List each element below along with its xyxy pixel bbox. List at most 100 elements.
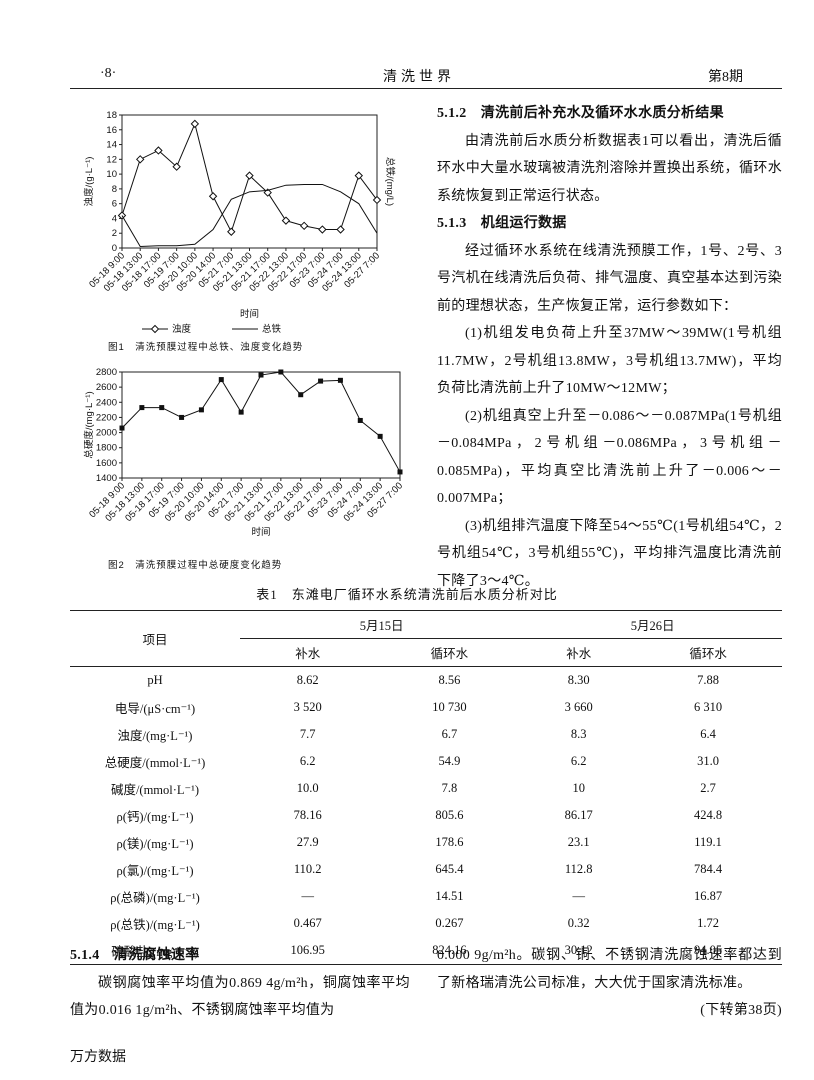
table-cell: —: [572, 889, 585, 903]
data-table: 项目 5月15日 5月26日 补水 循环水 补水 循环水 pH 8.62 8.56 8.30 7.88…: [70, 610, 782, 965]
header-rule: [70, 88, 782, 89]
header-row: 项目 5月15日 5月26日: [70, 610, 782, 667]
table-row: pH 8.62 8.56 8.30 7.88: [70, 667, 782, 695]
column-header: 循环水: [634, 638, 782, 667]
table-cell: 31.0: [697, 754, 719, 768]
table-cell: 3 520: [293, 700, 322, 714]
legend-label: 总铁: [262, 323, 282, 335]
marker: [190, 119, 200, 129]
table-cell: 30.12: [523, 937, 635, 965]
section-heading: 5.1.2 清洗前后补充水及循环水水质分析结果: [437, 106, 724, 121]
paragraph: 0.000 9g/m²h。碳钢、铜、不锈钢清洗腐蚀速率都达到了新格瑞清洗公司标准…: [437, 948, 782, 991]
table-cell: 784.4: [694, 862, 723, 876]
row-header: 电导/(μS·cm⁻¹): [114, 702, 196, 716]
table-cell: 14.51: [435, 889, 464, 903]
bottom-left: 5.1.4 清洗腐蚀速率 碳钢腐蚀率平均值为0.869 4g/m²h，铜腐蚀率平…: [70, 942, 410, 1025]
y-tick-label: 1600: [96, 458, 117, 469]
marker: [397, 469, 403, 475]
marker: [238, 409, 244, 415]
y-tick-label: 2400: [96, 397, 117, 408]
marker: [154, 146, 163, 155]
marker: [245, 171, 254, 180]
row-header: ρ(镁)/(mg·L⁻¹): [116, 837, 194, 851]
row-header: 硫酸盐/(mg·L⁻¹): [70, 937, 240, 965]
table-cell: 6 310: [694, 700, 723, 714]
y-tick-label: 2000: [96, 428, 117, 439]
marker: [336, 225, 345, 234]
paragraph: (3)机组排汽温度下降至54～55℃(1号机组54℃，2号机组54℃，3号机组5…: [437, 518, 782, 589]
paragraph: 碳钢腐蚀率平均值为0.869 4g/m²h，铜腐蚀率平均值为0.016 1g/m…: [70, 975, 410, 1019]
table-cell: 0.467: [293, 916, 322, 930]
marker: [299, 221, 309, 231]
table-cell: 7.7: [299, 727, 316, 741]
table-cell: 0.267: [435, 916, 464, 930]
table-cell: 824.16: [375, 937, 524, 965]
marker: [136, 155, 145, 164]
page-number: ·8·: [100, 66, 117, 81]
row-header: ρ(钙)/(mg·L⁻¹): [116, 810, 194, 824]
table-cell: 27.9: [296, 835, 319, 849]
marker: [281, 216, 291, 225]
table-cell: 54.9: [438, 754, 461, 768]
row-header: 总硬度/(mmol·L⁻¹): [104, 756, 206, 770]
y-tick-label: 12: [106, 154, 117, 165]
table-row: ρ(钙)/(mg·L⁻¹) 78.16 805.6 86.17 424.8: [70, 802, 782, 829]
marker: [278, 369, 284, 375]
table-cell: 94.05: [634, 937, 782, 965]
marker: [377, 433, 383, 439]
table-row: 电导/(μS·cm⁻¹) 3 520 10 730 3 660 6 310: [70, 694, 782, 721]
table-cell: 178.6: [435, 835, 464, 849]
journal-name: 清洗世界: [383, 70, 455, 85]
x-axis-label: 时间: [251, 526, 270, 538]
table-cell: 112.8: [564, 862, 593, 876]
marker: [354, 171, 363, 180]
column-header: 循环水: [375, 638, 524, 667]
row-header: ρ(总铁)/(mg·L⁻¹): [110, 918, 200, 932]
marker: [208, 192, 218, 201]
table-cell: 78.16: [293, 808, 322, 822]
table-cell: 8.62: [296, 673, 319, 687]
table-cell: 16.87: [694, 889, 723, 903]
row-header: pH: [147, 673, 163, 687]
date-header: 5月26日: [523, 610, 782, 639]
paragraph: 经过循环水系统在线清洗预膜工作，1号、2号、3号汽机在线清洗后负荷、排气温度、真…: [437, 243, 782, 314]
y-tick-label: 1800: [96, 443, 117, 454]
paragraph: (1)机组发电负荷上升至37MW～39MW(1号机组11.7MW，2号机组13.…: [437, 326, 782, 396]
issue: 第8期: [708, 70, 743, 85]
table-cell: 0.32: [567, 916, 590, 930]
table-cell: 6.2: [299, 754, 316, 768]
table-row: 硫酸盐/(mg·L⁻¹) 106.95 824.16 30.12 94.05: [70, 937, 782, 965]
table-cell: 106.95: [240, 937, 376, 965]
y-tick-label: 14: [106, 140, 117, 151]
marker: [218, 377, 224, 383]
figure-caption: 图1 清洗预膜过程中总铁、浊度变化趋势: [108, 341, 303, 353]
y-axis-label: 浊度/(g·L⁻¹): [83, 157, 95, 207]
table-row: ρ(镁)/(mg·L⁻¹) 27.9 178.6 23.1 119.1: [70, 829, 782, 856]
marker: [372, 195, 382, 205]
marker: [172, 162, 181, 171]
continuation: (下转第38页): [700, 1003, 782, 1018]
marker: [119, 425, 125, 431]
table-cell: 424.8: [694, 808, 723, 822]
figure-caption: 图2 清洗预膜过程中总硬度变化趋势: [108, 559, 282, 571]
data-line: [121, 183, 378, 248]
table-cell: 10: [572, 781, 585, 795]
table-row: ρ(总磷)/(mg·L⁻¹) — 14.51 — 16.87: [70, 883, 782, 910]
row-header: ρ(氯)/(mg·L⁻¹): [116, 864, 194, 878]
table-cell: 86.17: [564, 808, 593, 822]
table-cell: 645.4: [435, 862, 464, 876]
y2-axis-label: 总铁/(mg/L): [384, 157, 396, 206]
table-row: 碱度/(mmol·L⁻¹) 10.0 7.8 10 2.7: [70, 775, 782, 802]
marker: [198, 407, 204, 413]
y-tick-label: 2600: [96, 382, 117, 393]
table-cell: 23.1: [567, 835, 590, 849]
table-cell: 7.88: [697, 673, 719, 687]
row-header: 碱度/(mmol·L⁻¹): [110, 783, 200, 797]
table-cell: 110.2: [293, 862, 322, 876]
y-tick-label: 2800: [96, 367, 117, 378]
table-cell: 8.56: [438, 673, 461, 687]
marker: [150, 324, 160, 334]
marker: [179, 414, 185, 420]
